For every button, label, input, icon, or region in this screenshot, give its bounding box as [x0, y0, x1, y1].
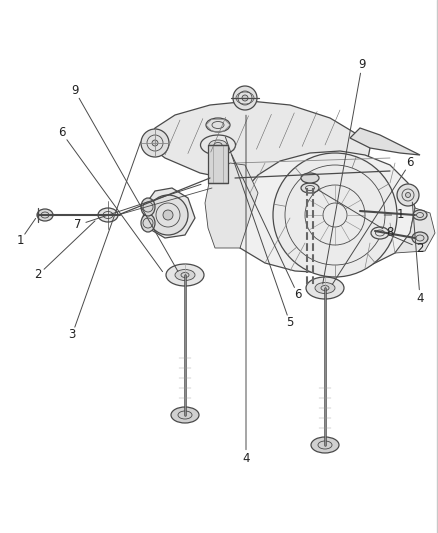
Text: 9: 9 — [358, 59, 366, 71]
Ellipse shape — [171, 407, 199, 423]
Polygon shape — [237, 151, 415, 273]
Text: 5: 5 — [286, 317, 294, 329]
Ellipse shape — [413, 210, 427, 220]
Polygon shape — [350, 128, 420, 155]
Ellipse shape — [166, 264, 204, 286]
Text: 7: 7 — [74, 219, 82, 231]
Ellipse shape — [306, 277, 344, 299]
Ellipse shape — [141, 214, 155, 232]
Ellipse shape — [301, 173, 319, 183]
Ellipse shape — [206, 118, 230, 132]
Polygon shape — [205, 163, 258, 248]
Ellipse shape — [37, 209, 53, 221]
Circle shape — [141, 129, 169, 157]
Text: 3: 3 — [68, 328, 76, 342]
Ellipse shape — [301, 183, 319, 193]
Ellipse shape — [412, 232, 428, 244]
Ellipse shape — [209, 140, 227, 150]
Polygon shape — [395, 208, 435, 253]
Ellipse shape — [311, 437, 339, 453]
Text: 4: 4 — [242, 451, 250, 464]
Ellipse shape — [201, 135, 236, 155]
Text: 4: 4 — [416, 292, 424, 304]
Circle shape — [148, 195, 188, 235]
Polygon shape — [148, 101, 370, 183]
Text: 6: 6 — [294, 288, 302, 302]
Text: 1: 1 — [396, 208, 404, 222]
Polygon shape — [143, 188, 195, 238]
Text: 8: 8 — [386, 227, 394, 239]
Circle shape — [406, 192, 410, 198]
Ellipse shape — [141, 198, 155, 216]
Polygon shape — [208, 145, 228, 183]
Circle shape — [242, 95, 248, 101]
Ellipse shape — [315, 282, 335, 294]
Circle shape — [152, 140, 158, 146]
Text: 2: 2 — [34, 269, 42, 281]
Circle shape — [163, 210, 173, 220]
Circle shape — [233, 86, 257, 110]
Ellipse shape — [371, 227, 389, 239]
Text: 2: 2 — [416, 241, 424, 254]
Text: 1: 1 — [16, 235, 24, 247]
Circle shape — [273, 153, 397, 277]
Text: 6: 6 — [58, 126, 66, 140]
Ellipse shape — [175, 270, 195, 280]
Ellipse shape — [98, 208, 118, 222]
Text: 6: 6 — [406, 157, 414, 169]
Circle shape — [397, 184, 419, 206]
Text: 9: 9 — [71, 85, 79, 98]
